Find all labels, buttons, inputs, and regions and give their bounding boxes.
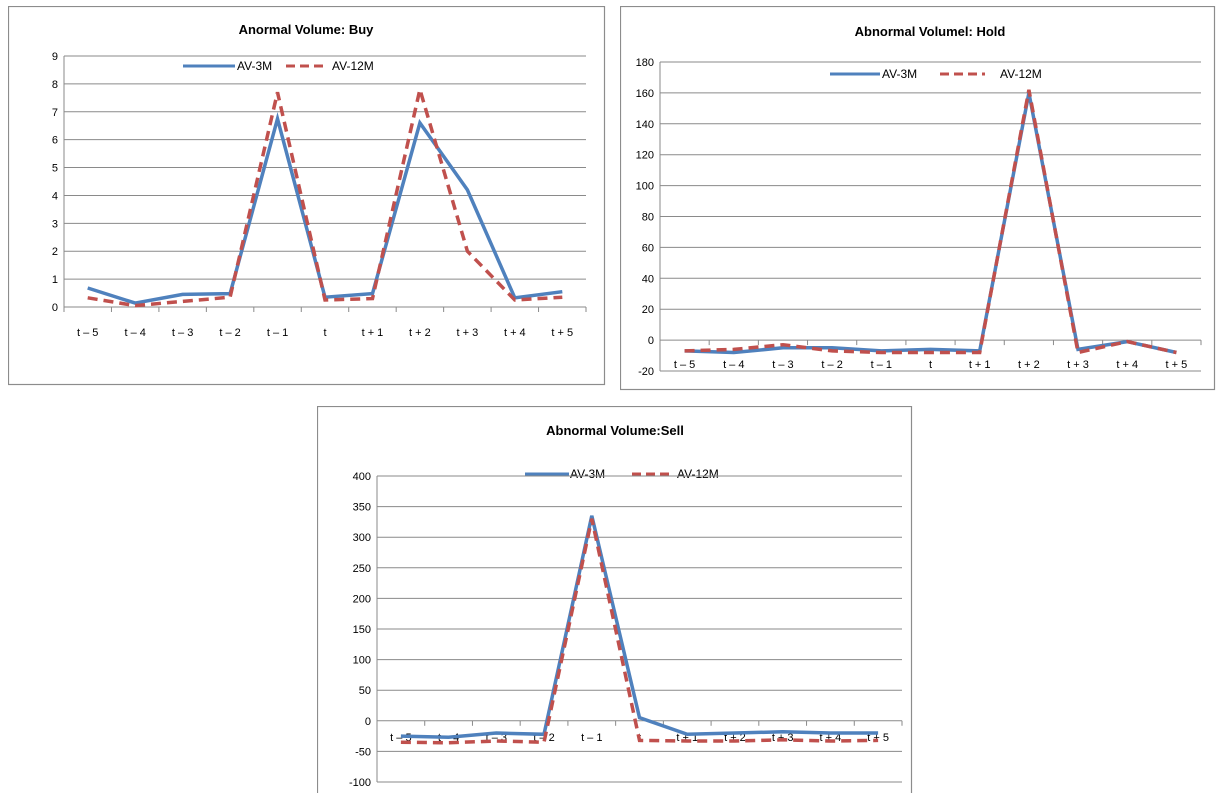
- y-tick-label: 0: [648, 335, 654, 347]
- sell-chart: Abnormal Volume:Sell AV-3M AV-12M -100 -5…: [317, 406, 913, 793]
- y-tick-label: 160: [636, 88, 654, 100]
- x-tick-label: t – 5: [77, 327, 98, 339]
- x-tick-label: t + 4: [820, 732, 842, 744]
- y-tick-label: 80: [642, 212, 654, 224]
- series-line-av-3m: [684, 92, 1177, 355]
- chart-title: Abnormal Volumel: Hold: [855, 24, 1006, 39]
- hold-chart: Abnormal Volumel: Hold AV-3M AV-12M -20 0…: [620, 6, 1216, 391]
- y-tick-label: 400: [353, 471, 371, 483]
- x-tick-label: t + 5: [1166, 359, 1188, 371]
- x-tick-label: t – 4: [723, 359, 744, 371]
- y-tick-label: 6: [52, 135, 58, 147]
- x-tick-label: t – 4: [124, 327, 145, 339]
- chart-frame: [620, 6, 1216, 391]
- y-tick-label: 120: [636, 150, 654, 162]
- y-tick-label: 150: [353, 624, 371, 636]
- legend-label-av-3m: AV-3M: [882, 67, 917, 81]
- y-tick-label: 250: [353, 563, 371, 575]
- x-tick-label: t – 5: [674, 359, 695, 371]
- legend-label-av-3m: AV-3M: [570, 467, 605, 481]
- y-tick-label: 50: [359, 685, 371, 697]
- x-tick-label: t – 1: [871, 359, 892, 371]
- y-tick-label: 9: [52, 51, 58, 63]
- y-tick-label: -100: [349, 777, 371, 789]
- x-tick-label: t – 3: [172, 327, 193, 339]
- x-tick-label: t: [323, 327, 326, 339]
- x-tick-label: t + 4: [1116, 359, 1138, 371]
- x-tick-label: t – 3: [772, 359, 793, 371]
- y-tick-label: 4: [52, 190, 58, 202]
- y-tick-label: 40: [642, 273, 654, 285]
- legend-label-av-12m: AV-12M: [1000, 67, 1042, 81]
- x-tick-label: t + 5: [551, 327, 573, 339]
- x-tick-label: t – 2: [821, 359, 842, 371]
- legend-label-av-12m: AV-12M: [332, 59, 374, 73]
- chart-legend: AV-3M AV-12M: [830, 67, 1042, 81]
- y-tick-label: 1: [52, 274, 58, 286]
- chart-title: Abnormal Volume:Sell: [546, 423, 684, 438]
- series-line-av-12m: [684, 89, 1177, 355]
- buy-chart: Anormal Volume: Buy AV-3M AV-12M 0 1 2 3 4 5 6…: [8, 6, 606, 386]
- x-tick-label: t + 2: [1018, 359, 1040, 371]
- x-tick-label: t + 5: [867, 732, 889, 744]
- y-tick-label: 20: [642, 304, 654, 316]
- y-tick-label: 7: [52, 107, 58, 119]
- x-tick-label: t + 2: [409, 327, 431, 339]
- chart-title: Anormal Volume: Buy: [239, 22, 375, 37]
- y-tick-label: 300: [353, 532, 371, 544]
- chart-legend: AV-3M AV-12M: [525, 467, 719, 481]
- y-tick-label: 5: [52, 163, 58, 175]
- y-tick-label: 140: [636, 119, 654, 131]
- x-tick-label: t – 1: [267, 327, 288, 339]
- y-tick-label: 3: [52, 218, 58, 230]
- y-tick-label: 180: [636, 57, 654, 69]
- x-tick-label: t: [929, 359, 932, 371]
- y-tick-label: 8: [52, 79, 58, 91]
- y-tick-label: 60: [642, 242, 654, 254]
- series-line-av-12m: [400, 518, 879, 745]
- series-line-av-12m: [87, 82, 563, 308]
- y-tick-label: 200: [353, 593, 371, 605]
- chart-frame: [317, 406, 913, 793]
- x-tick-label: t + 1: [362, 327, 384, 339]
- x-tick-label: t + 3: [1067, 359, 1089, 371]
- y-tick-label: 100: [636, 181, 654, 193]
- x-tick-label: t + 4: [504, 327, 526, 339]
- y-tick-label: 2: [52, 246, 58, 258]
- x-tick-label: t + 3: [457, 327, 479, 339]
- x-tick-label: t – 2: [219, 327, 240, 339]
- y-tick-label: -50: [355, 746, 371, 758]
- x-tick-label: t + 3: [772, 732, 794, 744]
- legend-label-av-12m: AV-12M: [677, 467, 719, 481]
- x-tick-label: t – 1: [581, 732, 602, 744]
- y-tick-label: 0: [365, 716, 371, 728]
- y-tick-label: 350: [353, 502, 371, 514]
- x-tick-label: t + 1: [969, 359, 991, 371]
- y-tick-label: -20: [638, 366, 654, 378]
- series-line-av-3m: [400, 515, 879, 740]
- legend-label-av-3m: AV-3M: [237, 59, 272, 73]
- y-tick-label: 100: [353, 655, 371, 667]
- y-tick-label: 0: [52, 302, 58, 314]
- chart-legend: AV-3M AV-12M: [183, 59, 374, 73]
